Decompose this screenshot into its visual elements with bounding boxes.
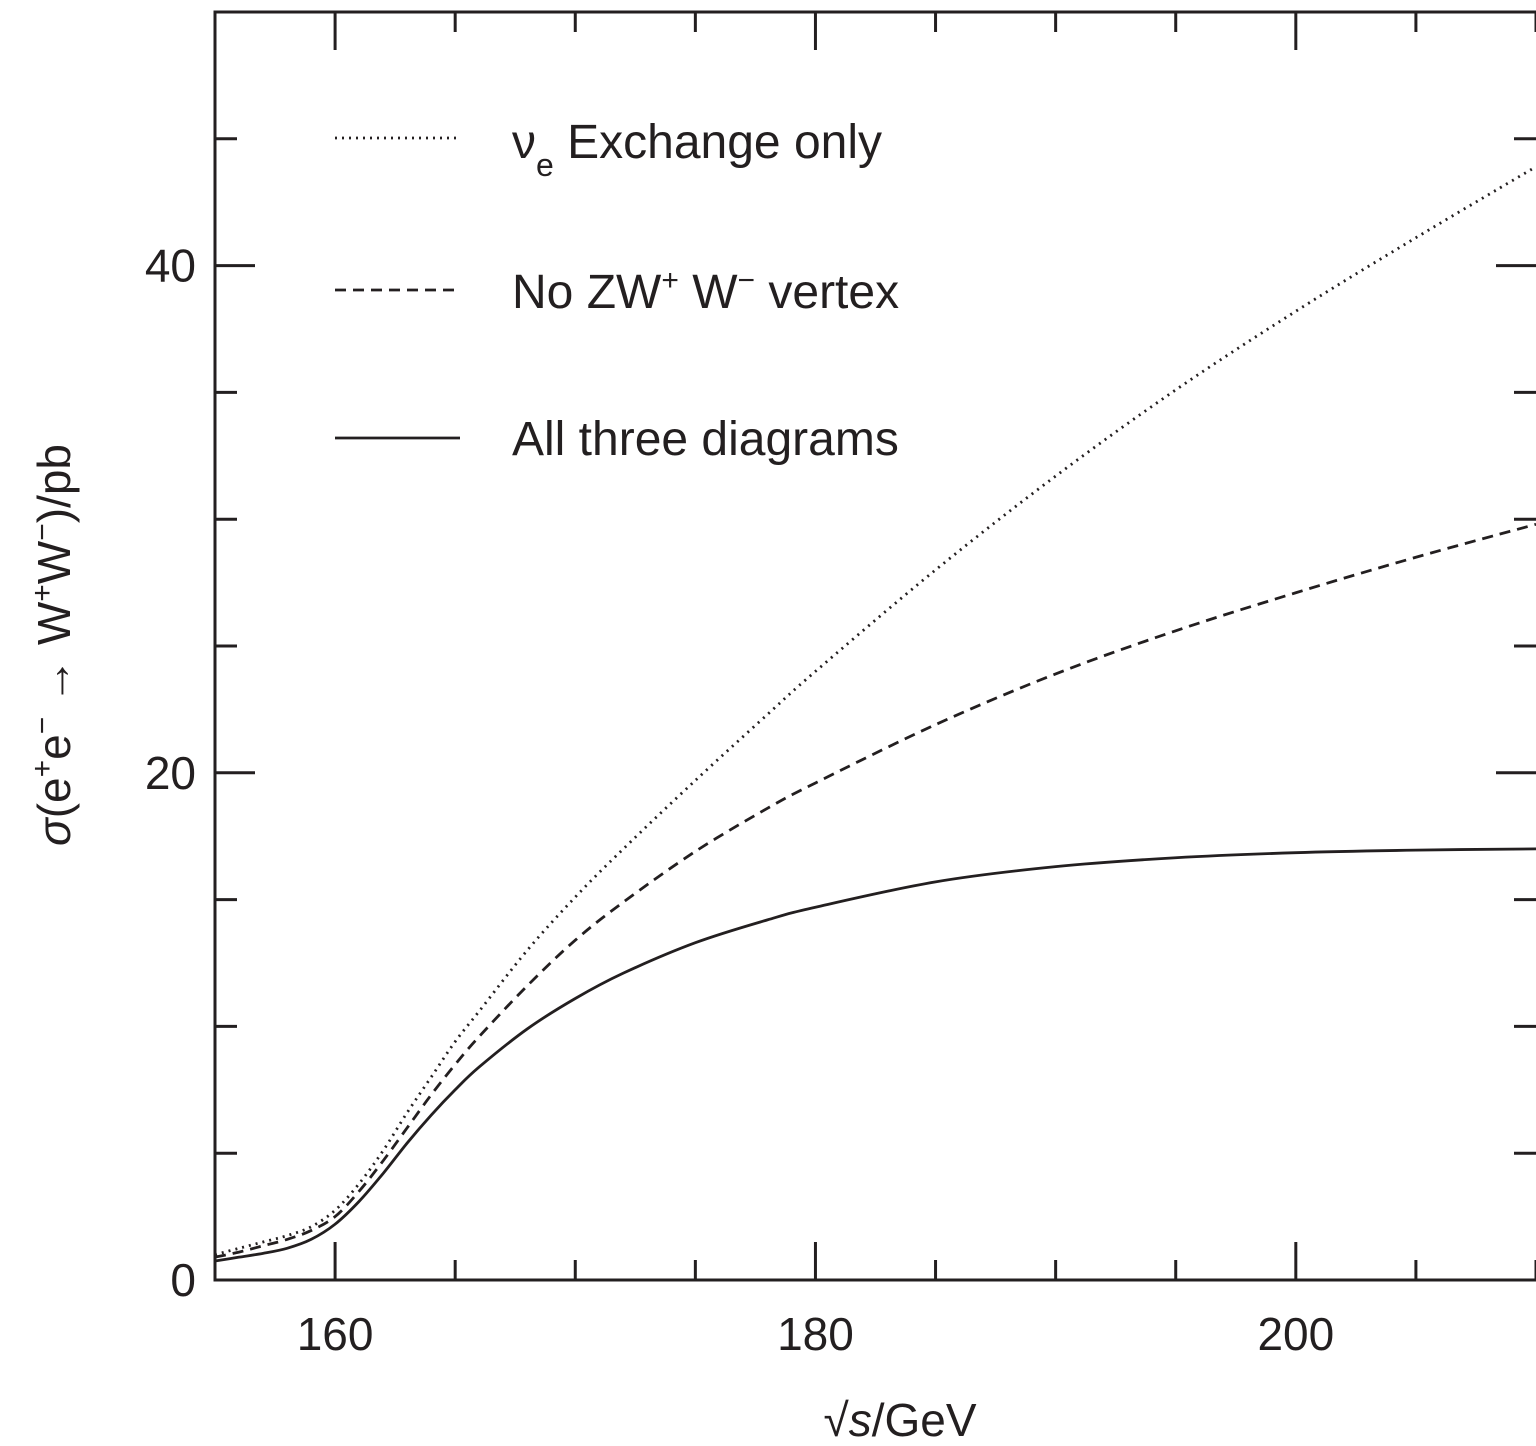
- y-tick-label: 40: [145, 240, 196, 292]
- series-line-nozww: [214, 522, 1536, 1259]
- x-axis-title: √s/GeV: [823, 1394, 976, 1446]
- plot-frame: [213, 10, 1536, 1282]
- legend-label-ve: νe Exchange only: [512, 116, 882, 183]
- x-tick-labels: 160 180 200: [297, 1308, 1334, 1360]
- legend-label-no-zww: No ZW+ W− vertex: [512, 264, 899, 319]
- tick-marks: [215, 12, 1536, 1280]
- y-tick-labels: 0 20 40: [145, 240, 196, 1306]
- y-tick-label: 0: [170, 1254, 196, 1306]
- y-axis-title: σ(e+e− → W+W−)/pb: [26, 444, 80, 846]
- x-tick-label: 180: [777, 1308, 854, 1360]
- series-line-all: [214, 847, 1536, 1263]
- series-curves: [214, 165, 1536, 1263]
- legend-label-all: All three diagrams: [512, 413, 899, 466]
- legend: νe Exchange only No ZW+ W− vertex All th…: [335, 116, 899, 466]
- x-tick-label: 160: [297, 1308, 374, 1360]
- series-line-ve: [214, 165, 1536, 1256]
- x-tick-label: 200: [1257, 1308, 1334, 1360]
- y-tick-label: 20: [145, 747, 196, 799]
